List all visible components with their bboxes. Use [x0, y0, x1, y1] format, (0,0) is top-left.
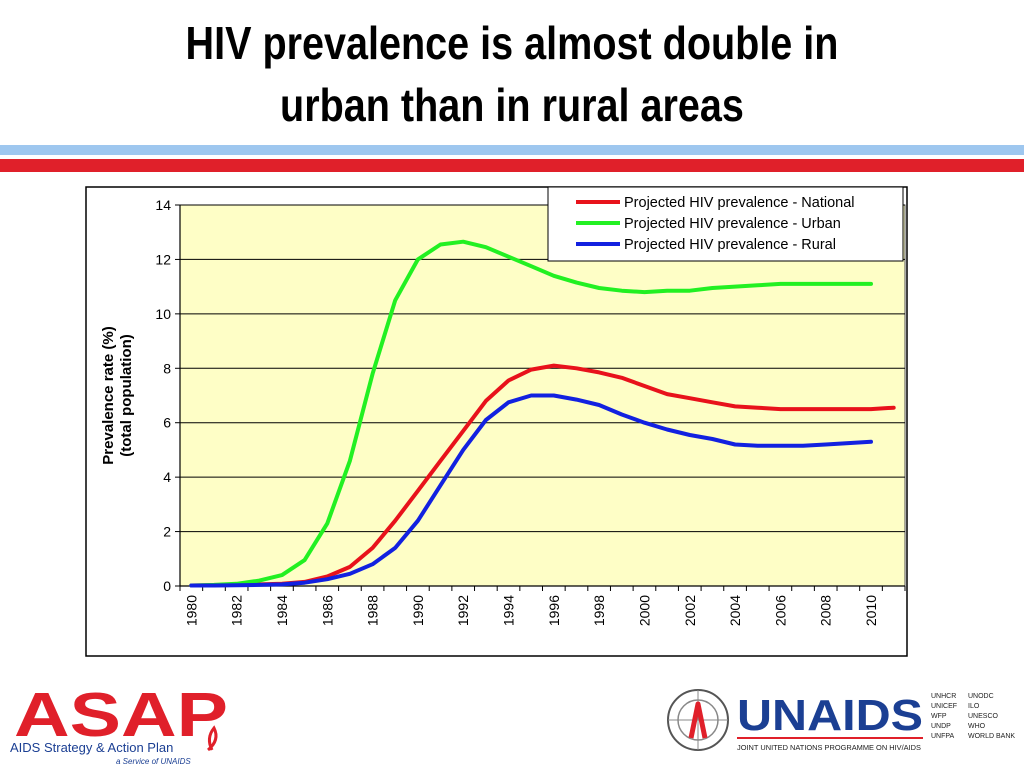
cosponsor: WFP — [931, 713, 947, 720]
cosponsor: WHO — [968, 723, 986, 730]
x-tick-label: 2004 — [727, 595, 743, 626]
asap-logo: ASAP AIDS Strategy & Action Plan a Servi… — [10, 681, 228, 766]
y-tick-label: 8 — [163, 360, 171, 376]
x-tick-label: 1980 — [183, 595, 199, 626]
cosponsor: UNESCO — [968, 713, 999, 720]
asap-tagline: AIDS Strategy & Action Plan — [10, 740, 173, 755]
red-ribbon-icon — [207, 725, 218, 752]
x-tick-label: 2002 — [682, 595, 698, 626]
y-tick-label: 4 — [163, 469, 171, 485]
x-tick-label: 2000 — [636, 595, 652, 626]
slide-title: HIV prevalence is almost double in urban… — [72, 12, 953, 136]
cosponsor: UNHCR — [931, 693, 956, 700]
series-line-rural — [189, 393, 873, 588]
y-axis-label: Prevalence rate (%)(total population) — [100, 326, 135, 464]
x-tick-label: 1988 — [365, 595, 381, 626]
legend-label: Projected HIV prevalence - Urban — [624, 216, 841, 232]
x-tick-label: 1998 — [591, 595, 607, 626]
x-tick-label: 2006 — [772, 595, 788, 626]
asap-subline: a Service of UNAIDS — [116, 757, 191, 766]
un-emblem-icon — [667, 689, 729, 751]
cosponsor: WORLD BANK — [968, 733, 1015, 740]
prevalence-chart: 0 2 4 6 8 10 12 14 1980 1982 1984 1986 1988 1990 1992 1… — [85, 186, 908, 657]
asap-wordmark: ASAP — [14, 681, 228, 750]
y-tick-label: 12 — [155, 251, 171, 267]
x-tick-label: 1990 — [410, 595, 426, 626]
y-tick-label: 2 — [163, 524, 171, 540]
cosponsor: ILO — [968, 703, 980, 710]
legend-label: Projected HIV prevalence - National — [624, 195, 855, 211]
cosponsor: UNICEF — [931, 703, 957, 710]
x-tick-label: 2010 — [863, 595, 879, 626]
unaids-subtitle: JOINT UNITED NATIONS PROGRAMME ON HIV/AI… — [737, 743, 921, 752]
cosponsor: UNFPA — [931, 733, 955, 740]
y-tick-label: 6 — [163, 415, 171, 431]
cosponsor: UNODC — [968, 693, 994, 700]
legend-label: Projected HIV prevalence - Rural — [624, 237, 836, 253]
x-tick-label: 2008 — [818, 595, 834, 626]
slide-title-line2: urban than in rural areas — [280, 79, 744, 131]
y-tick-label: 0 — [163, 578, 171, 594]
unaids-logo: UNAIDS JOINT UNITED NATIONS PROGRAMME ON… — [667, 689, 1015, 752]
unaids-wordmark: UNAIDS — [737, 691, 923, 740]
slide-title-line1: HIV prevalence is almost double in — [185, 17, 839, 69]
header-rule-blue — [0, 145, 1024, 155]
x-tick-label: 1992 — [455, 595, 471, 626]
header-rule-red — [0, 159, 1024, 172]
cosponsors-list: UNHCR UNICEF WFP UNDP UNFPA UNODC ILO UN… — [931, 693, 1015, 740]
x-tick-label: 1982 — [229, 595, 245, 626]
series-line-urban — [189, 239, 873, 588]
cosponsor: UNDP — [931, 723, 951, 730]
y-tick-label: 14 — [155, 197, 171, 213]
y-tick-label: 10 — [155, 306, 171, 322]
x-tick-label: 1994 — [501, 595, 517, 626]
x-tick-label: 1984 — [274, 595, 290, 626]
x-tick-label: 1986 — [319, 595, 335, 626]
x-tick-label: 1996 — [546, 595, 562, 626]
